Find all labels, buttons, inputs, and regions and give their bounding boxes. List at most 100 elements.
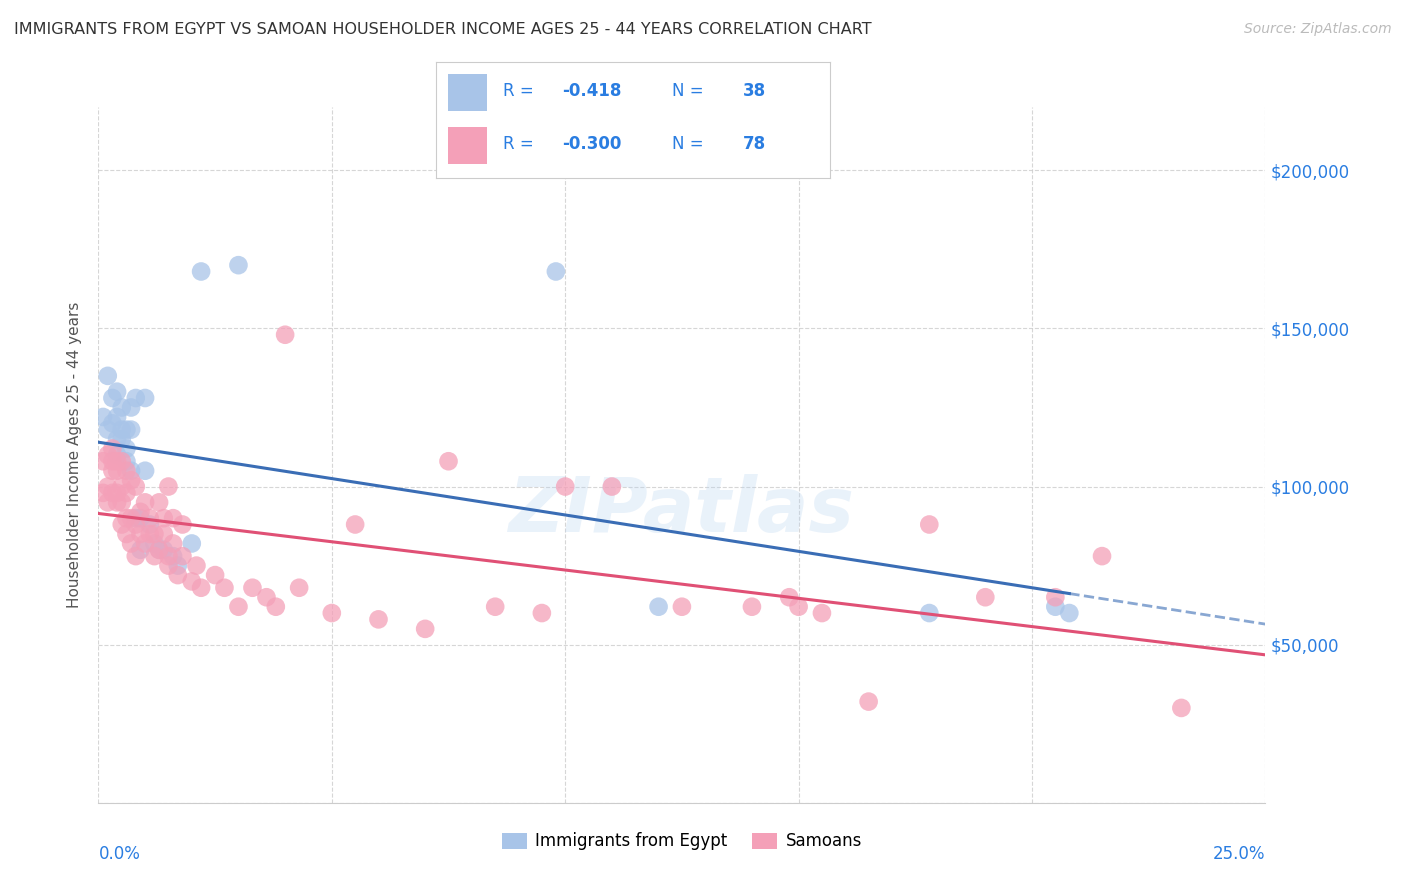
Point	[741, 599, 763, 614]
Point	[115, 442, 138, 456]
Point	[166, 558, 188, 573]
Bar	[447, 128, 486, 164]
Point	[228, 258, 250, 272]
Point	[105, 495, 128, 509]
Point	[974, 591, 997, 605]
Point	[91, 454, 114, 468]
Text: Source: ZipAtlas.com: Source: ZipAtlas.com	[1244, 22, 1392, 37]
Point	[671, 599, 693, 614]
Point	[134, 536, 156, 550]
Point	[97, 368, 120, 383]
Point	[288, 581, 311, 595]
Point	[125, 517, 148, 532]
Text: -0.300: -0.300	[562, 135, 621, 153]
Point	[111, 479, 134, 493]
Point	[152, 511, 174, 525]
Text: 78: 78	[742, 135, 766, 153]
Point	[134, 495, 156, 509]
Point	[129, 542, 152, 557]
Point	[115, 423, 138, 437]
Point	[1091, 549, 1114, 563]
Y-axis label: Householder Income Ages 25 - 44 years: Householder Income Ages 25 - 44 years	[67, 301, 83, 608]
Point	[115, 464, 138, 478]
Point	[367, 612, 389, 626]
Point	[162, 536, 184, 550]
Point	[647, 599, 669, 614]
Point	[91, 486, 114, 500]
Point	[91, 409, 114, 424]
Point	[129, 511, 152, 525]
Point	[918, 606, 941, 620]
Point	[858, 695, 880, 709]
Point	[101, 442, 124, 456]
Point	[413, 622, 436, 636]
Point	[115, 454, 138, 468]
Point	[214, 581, 236, 595]
Point	[101, 486, 124, 500]
Point	[139, 511, 162, 525]
Point	[120, 464, 142, 478]
Point	[105, 384, 128, 399]
Point	[204, 568, 226, 582]
Point	[125, 549, 148, 563]
Legend: Immigrants from Egypt, Samoans: Immigrants from Egypt, Samoans	[495, 826, 869, 857]
Point	[120, 473, 142, 487]
Point	[787, 599, 810, 614]
Text: R =: R =	[503, 82, 538, 101]
Point	[321, 606, 343, 620]
Point	[139, 527, 162, 541]
Point	[101, 391, 124, 405]
Text: -0.418: -0.418	[562, 82, 621, 101]
Point	[811, 606, 834, 620]
Point	[105, 432, 128, 446]
Point	[129, 527, 152, 541]
Text: IMMIGRANTS FROM EGYPT VS SAMOAN HOUSEHOLDER INCOME AGES 25 - 44 YEARS CORRELATIO: IMMIGRANTS FROM EGYPT VS SAMOAN HOUSEHOL…	[14, 22, 872, 37]
Point	[97, 423, 120, 437]
Point	[97, 448, 120, 462]
Point	[530, 606, 553, 620]
Point	[111, 423, 134, 437]
Point	[125, 511, 148, 525]
Text: 25.0%: 25.0%	[1213, 845, 1265, 863]
Point	[115, 511, 138, 525]
Point	[134, 464, 156, 478]
Point	[111, 401, 134, 415]
Point	[105, 448, 128, 462]
Point	[600, 479, 623, 493]
Point	[162, 549, 184, 563]
Point	[157, 558, 180, 573]
Point	[148, 542, 170, 557]
Point	[166, 568, 188, 582]
Text: N =: N =	[672, 135, 709, 153]
Point	[120, 423, 142, 437]
Point	[152, 542, 174, 557]
Point	[101, 464, 124, 478]
Point	[274, 327, 297, 342]
Point	[139, 517, 162, 532]
Point	[157, 549, 180, 563]
Point	[143, 536, 166, 550]
Point	[778, 591, 800, 605]
Point	[148, 542, 170, 557]
Point	[242, 581, 264, 595]
Point	[264, 599, 287, 614]
Point	[256, 591, 278, 605]
Point	[1045, 591, 1067, 605]
Point	[172, 549, 194, 563]
Point	[115, 486, 138, 500]
Point	[97, 479, 120, 493]
Point	[111, 495, 134, 509]
Point	[97, 495, 120, 509]
Point	[1045, 599, 1067, 614]
Text: 0.0%: 0.0%	[98, 845, 141, 863]
Point	[125, 479, 148, 493]
Point	[115, 527, 138, 541]
Point	[918, 517, 941, 532]
Point	[162, 511, 184, 525]
Point	[143, 527, 166, 541]
Point	[105, 486, 128, 500]
Text: ZIPatlas: ZIPatlas	[509, 474, 855, 548]
Point	[228, 599, 250, 614]
Point	[172, 517, 194, 532]
Text: N =: N =	[672, 82, 709, 101]
